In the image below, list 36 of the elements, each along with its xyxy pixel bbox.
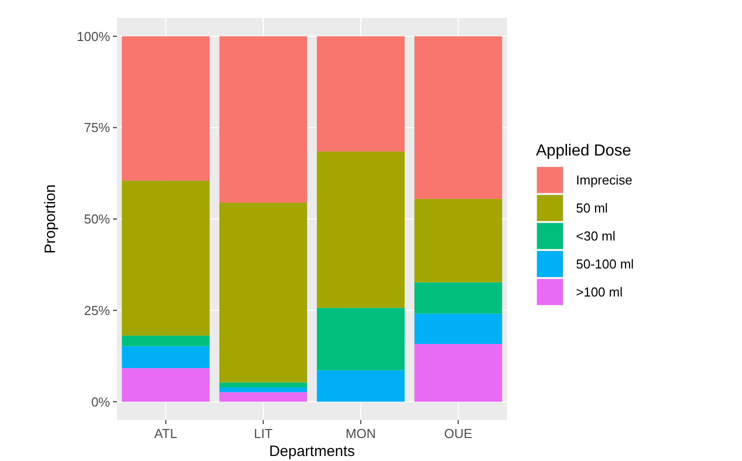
x-tick-label: OUE: [444, 426, 473, 441]
bar: [414, 198, 502, 282]
y-tick-label: 100%: [76, 28, 110, 44]
y-tick-label: 50%: [84, 212, 110, 227]
y-tick-label: 25%: [84, 302, 110, 318]
bar: [122, 36, 210, 181]
bar: [219, 382, 308, 388]
legend-title: Applied Dose: [536, 142, 632, 160]
legend-label: 50-100 ml: [576, 256, 634, 272]
bar: [122, 368, 210, 402]
x-tick-label: LIT: [254, 426, 273, 441]
y-tick-label: 0%: [91, 394, 110, 410]
x-axis-title: Departments: [269, 443, 355, 460]
y-axis-title: Proportion: [42, 184, 59, 254]
bar: [316, 151, 405, 308]
legend-label: Imprecise: [576, 172, 632, 188]
bar: [122, 346, 210, 368]
legend-label: >100 ml: [576, 284, 623, 300]
bar: [122, 336, 210, 346]
bar: [316, 370, 405, 402]
legend-label: <30 ml: [576, 228, 616, 244]
bar: [219, 36, 308, 203]
bar: [219, 387, 308, 392]
bar: [316, 308, 405, 370]
bar: [219, 202, 308, 382]
legend-label: 50 ml: [576, 200, 608, 216]
bar: [219, 392, 308, 402]
bar: [414, 282, 502, 314]
bar: [316, 36, 405, 152]
bar: [414, 314, 502, 344]
y-tick-label: 75%: [84, 120, 110, 136]
x-tick-label: MON: [346, 426, 376, 441]
bar: [414, 344, 502, 402]
x-tick-label: ATL: [154, 426, 178, 441]
bar: [122, 180, 210, 336]
bar: [414, 36, 502, 199]
